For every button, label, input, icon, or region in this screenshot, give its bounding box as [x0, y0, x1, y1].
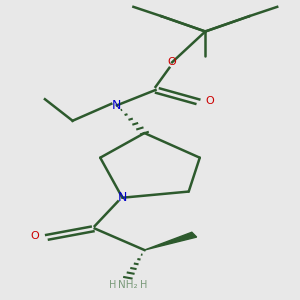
Text: N: N	[118, 191, 127, 204]
Text: H: H	[109, 280, 116, 290]
Text: NH₂: NH₂	[118, 280, 138, 290]
Text: N: N	[112, 99, 122, 112]
Text: H: H	[140, 280, 147, 290]
Text: O: O	[168, 57, 176, 67]
Text: O: O	[205, 96, 214, 106]
Text: O: O	[31, 231, 39, 241]
Polygon shape	[145, 232, 197, 250]
